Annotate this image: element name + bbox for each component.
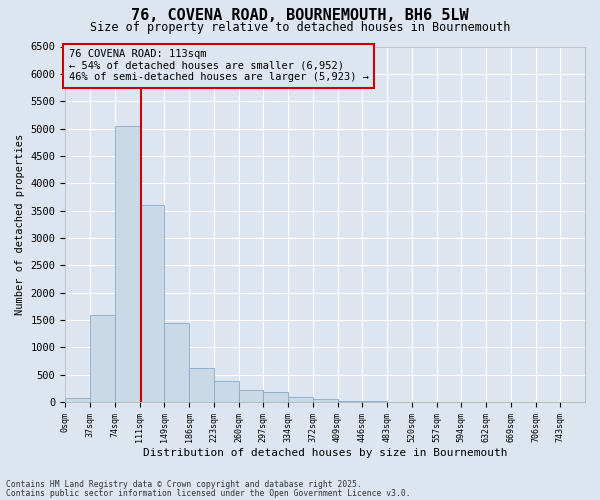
Bar: [338, 400, 362, 402]
Y-axis label: Number of detached properties: Number of detached properties: [15, 134, 25, 315]
Bar: [313, 400, 338, 402]
Bar: [140, 205, 164, 402]
Text: Contains HM Land Registry data © Crown copyright and database right 2025.: Contains HM Land Registry data © Crown c…: [6, 480, 362, 489]
Bar: [288, 396, 313, 402]
X-axis label: Distribution of detached houses by size in Bournemouth: Distribution of detached houses by size …: [143, 448, 508, 458]
Bar: [189, 368, 214, 402]
Text: Size of property relative to detached houses in Bournemouth: Size of property relative to detached ho…: [90, 21, 510, 34]
Text: 76 COVENA ROAD: 113sqm
← 54% of detached houses are smaller (6,952)
46% of semi-: 76 COVENA ROAD: 113sqm ← 54% of detached…: [68, 49, 368, 82]
Bar: [263, 392, 288, 402]
Bar: [115, 126, 140, 402]
Text: 76, COVENA ROAD, BOURNEMOUTH, BH6 5LW: 76, COVENA ROAD, BOURNEMOUTH, BH6 5LW: [131, 8, 469, 22]
Bar: [164, 323, 189, 402]
Bar: [362, 401, 387, 402]
Bar: [90, 314, 115, 402]
Text: Contains public sector information licensed under the Open Government Licence v3: Contains public sector information licen…: [6, 490, 410, 498]
Bar: [65, 398, 90, 402]
Bar: [214, 382, 239, 402]
Bar: [239, 390, 263, 402]
